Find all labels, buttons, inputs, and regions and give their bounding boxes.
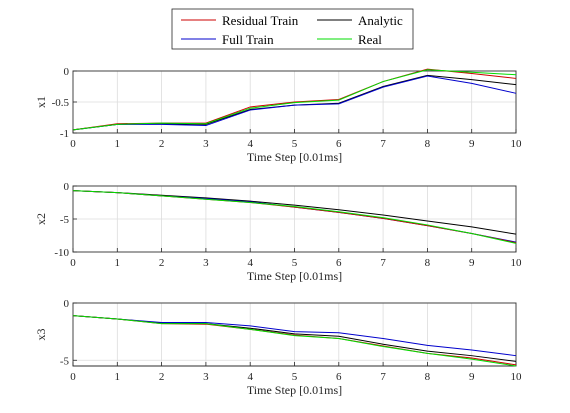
x-tick-label: 5 [292, 257, 298, 269]
x-tick-label: 1 [115, 138, 121, 150]
y-tick-label: -5 [60, 214, 70, 226]
x-axis-label: Time Step [0.01ms] [247, 150, 342, 164]
x-tick-label: 2 [159, 138, 165, 150]
x-tick-label: 8 [425, 257, 431, 269]
x-tick-label: 5 [292, 138, 298, 150]
x-tick-label: 4 [247, 257, 253, 269]
x-tick-label: 2 [159, 257, 165, 269]
y-tick-label: -10 [54, 247, 69, 259]
x-tick-label: 10 [511, 371, 523, 383]
x-tick-label: 0 [70, 257, 76, 269]
series-line-full-train [72, 75, 517, 131]
legend-label-real: Real [358, 32, 382, 47]
x-tick-label: 6 [336, 138, 342, 150]
subplot-x1: 0 1 2 3 4 5 6 7 8 9 10 -1 -0.5 0 Time Step [0.01ms] x1 [34, 66, 522, 164]
x-tick-label: 1 [115, 257, 121, 269]
y-tick-label: 0 [64, 66, 70, 78]
x-tick-label: 3 [203, 138, 209, 150]
x-tick-label: 10 [511, 257, 523, 269]
x-tick-label: 5 [292, 371, 298, 383]
x-axis-label: Time Step [0.01ms] [247, 383, 342, 397]
series-line-full-train [72, 315, 517, 357]
x-tick-label: 6 [336, 371, 342, 383]
legend-label-full-train: Full Train [222, 32, 274, 47]
x-tick-label: 9 [469, 371, 475, 383]
x-tick-label: 8 [425, 371, 431, 383]
x-tick-label: 7 [380, 371, 386, 383]
series-line-real [72, 69, 517, 131]
subplot-x2: 0 1 2 3 4 5 6 7 8 9 10 -10 -5 0 Time Step [0.01ms] x2 [34, 181, 522, 283]
legend-box [171, 8, 414, 50]
y-tick-label: -0.5 [52, 97, 70, 109]
y-axis-label: x2 [34, 213, 48, 225]
x-tick-label: 7 [380, 138, 386, 150]
x-tick-label: 9 [469, 138, 475, 150]
y-tick-label: 0 [64, 298, 70, 310]
series-line-real [72, 315, 517, 367]
y-tick-label: -5 [60, 355, 70, 367]
x-tick-label: 0 [70, 371, 76, 383]
x-tick-label: 2 [159, 371, 165, 383]
x-tick-label: 4 [247, 138, 253, 150]
x-tick-label: 3 [203, 371, 209, 383]
x-tick-label: 0 [70, 138, 76, 150]
y-axis-label: x1 [34, 96, 48, 108]
x-tick-label: 1 [115, 371, 121, 383]
x-tick-label: 8 [425, 138, 431, 150]
x-tick-label: 6 [336, 257, 342, 269]
x-tick-label: 9 [469, 257, 475, 269]
y-tick-label: 0 [64, 181, 70, 193]
legend-label-analytic: Analytic [358, 13, 403, 28]
x-tick-label: 7 [380, 257, 386, 269]
legend: Residual Train Analytic Full Train Real [171, 8, 414, 50]
x-tick-label: 10 [511, 138, 523, 150]
x-tick-label: 4 [247, 371, 253, 383]
legend-label-residual-train: Residual Train [222, 13, 299, 28]
x-axis-label: Time Step [0.01ms] [247, 269, 342, 283]
x-tick-label: 3 [203, 257, 209, 269]
y-tick-label: -1 [60, 128, 69, 140]
series-line-real [72, 190, 517, 244]
y-axis-label: x3 [34, 329, 48, 341]
